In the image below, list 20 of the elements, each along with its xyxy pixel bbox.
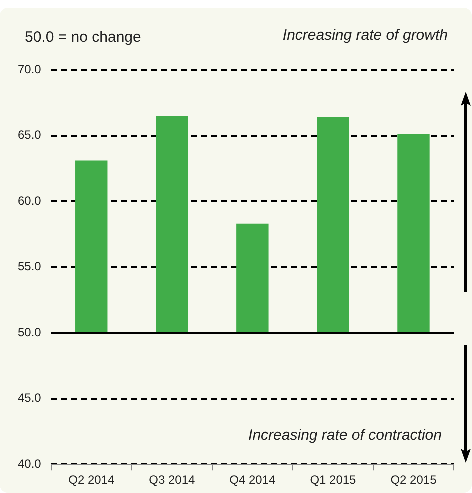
y-tick-label: 40.0 — [18, 456, 42, 471]
y-tick-label: 70.0 — [18, 62, 42, 76]
x-tick-label: Q4 2014 — [230, 473, 276, 488]
bar — [156, 116, 188, 334]
y-tick-label: 50.0 — [18, 325, 42, 340]
x-tick-label: Q3 2014 — [149, 473, 196, 488]
annotation: Increasing rate of contraction — [248, 427, 442, 444]
text: 50.0 = no change — [25, 29, 142, 46]
bar — [76, 160, 108, 334]
y-tick-label: 45.0 — [18, 391, 42, 406]
y-tick-label: 60.0 — [18, 194, 42, 208]
text: Increasing rate of growth — [282, 27, 448, 44]
x-tick-label: Q1 2015 — [310, 473, 357, 488]
bar — [398, 134, 430, 334]
bar — [317, 117, 350, 334]
x-tick-label: Q2 2015 — [390, 473, 438, 488]
y-tick-label: 65.0 — [18, 128, 42, 142]
y-tick-label: 55.0 — [18, 260, 42, 274]
bar — [236, 224, 269, 334]
x-tick-label: Q2 2014 — [68, 473, 115, 488]
